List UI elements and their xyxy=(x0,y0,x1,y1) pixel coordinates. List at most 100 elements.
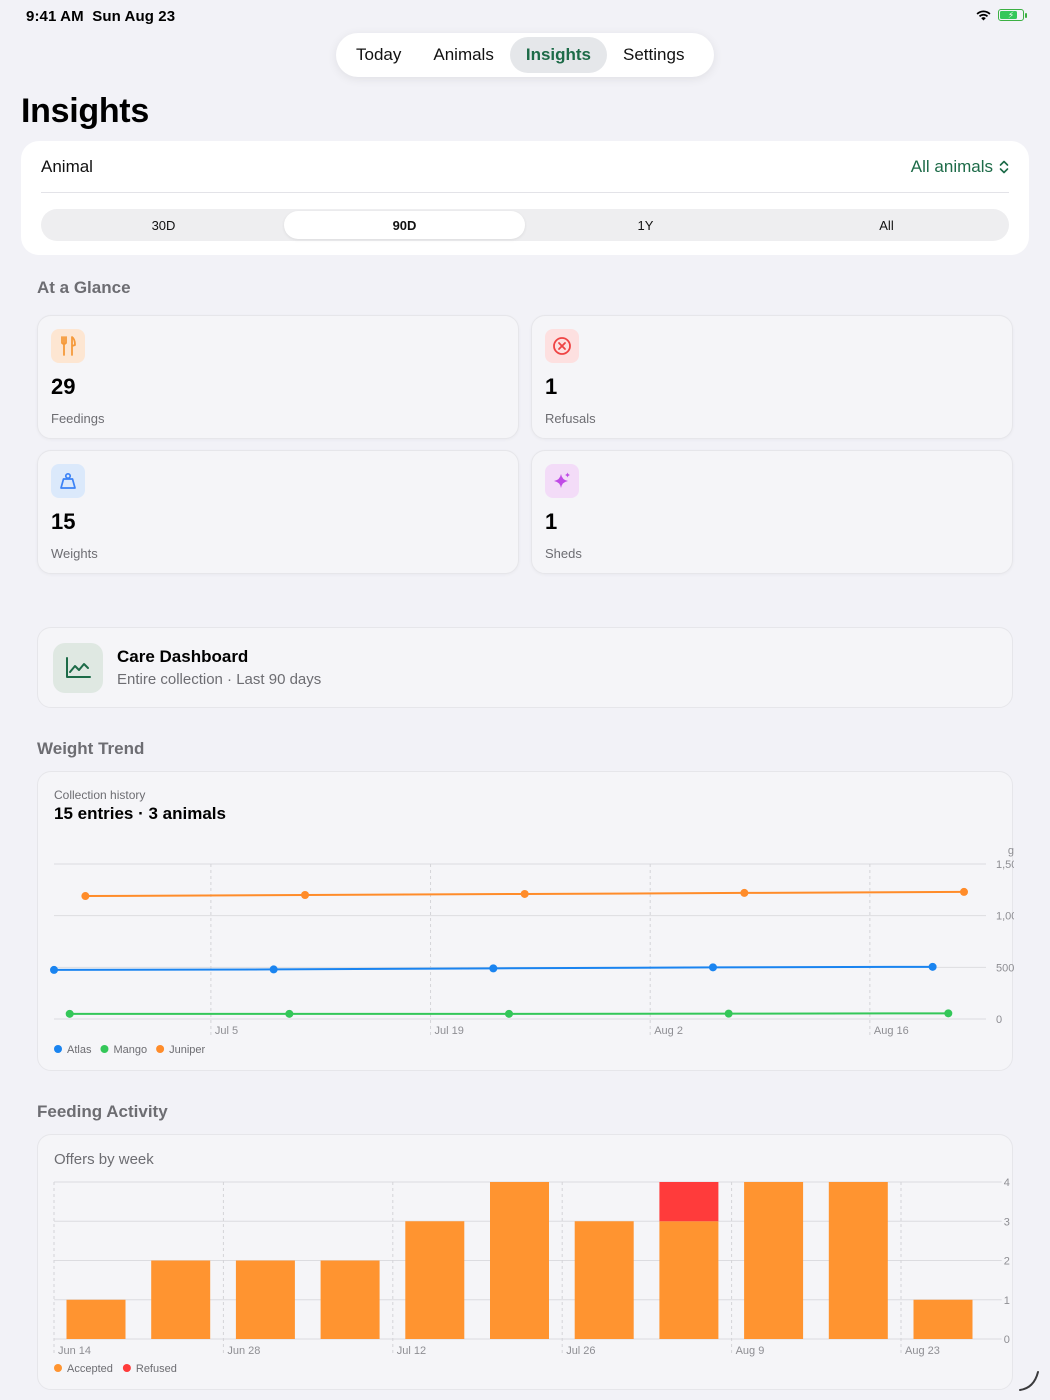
weight-point-mango xyxy=(65,1009,74,1018)
feeding-bar-accepted xyxy=(235,1260,295,1339)
feeding-y-tick: 3 xyxy=(1004,1216,1010,1228)
glance-section-title: At a Glance xyxy=(37,278,131,297)
legend-label-mango: Mango xyxy=(113,1044,147,1056)
stat-value-feedings: 29 xyxy=(51,374,76,399)
animal-filter-row: Animal All animals xyxy=(41,141,1009,193)
legend-label-atlas: Atlas xyxy=(67,1044,92,1056)
line-chart-icon xyxy=(53,643,103,693)
weight-point-mango xyxy=(724,1009,733,1018)
weight-point-atlas xyxy=(489,964,498,973)
feeding-activity-card: Offers by week 0 1 2 3 4 Jun 14 Jun 28 Jul 12 Ju… xyxy=(37,1134,1013,1390)
weight-trend-headline: 15 entries · 3 animals xyxy=(54,804,226,823)
feeding-y-tick: 0 xyxy=(1004,1334,1010,1346)
weight-point-atlas xyxy=(928,962,937,971)
feeding-y-tick: 4 xyxy=(1004,1177,1010,1189)
feeding-x-tick: Jul 26 xyxy=(566,1345,595,1357)
feeding-bar-accepted xyxy=(151,1260,211,1339)
weight-trend-kicker: Collection history xyxy=(54,788,146,802)
animal-filter-label: Animal xyxy=(41,156,93,176)
weight-point-atlas xyxy=(269,965,278,974)
legend-swatch-mango xyxy=(100,1045,109,1053)
status-date: Sun Aug 23 xyxy=(92,8,176,25)
weight-point-atlas xyxy=(708,963,717,972)
range-30d[interactable]: 30D xyxy=(151,217,176,233)
stat-card-weights: 15 Weights xyxy=(37,450,519,574)
tab-today[interactable]: Today xyxy=(356,45,402,64)
top-tab-bar: Today Animals Insights Settings xyxy=(336,33,714,77)
feeding-y-tick: 1 xyxy=(1004,1295,1010,1307)
feeding-bar-accepted xyxy=(66,1299,126,1339)
feeding-x-tick: Jun 28 xyxy=(227,1345,260,1357)
range-all[interactable]: All xyxy=(879,217,894,233)
status-clock: 9:41 AM xyxy=(26,8,84,25)
feeding-activity-subtitle: Offers by week xyxy=(54,1151,154,1168)
weight-point-mango xyxy=(505,1009,513,1018)
stat-value-weights: 15 xyxy=(51,509,76,534)
resize-handle-icon[interactable] xyxy=(1016,1368,1042,1394)
stat-card-feedings: 29 Feedings xyxy=(37,315,519,439)
stat-label-weights: Weights xyxy=(51,546,98,561)
weight-trend-chart: 0 500 1,000 1,500 g Jul 5 Jul 19 Aug 2 Aug 16 Atl… xyxy=(50,845,1014,1056)
feeding-x-tick: Aug 9 xyxy=(736,1345,765,1357)
tab-animals[interactable]: Animals xyxy=(433,45,494,64)
weight-point-juniper xyxy=(81,892,90,901)
chevron-up-down-icon xyxy=(999,160,1009,173)
status-time: 9:41 AM Sun Aug 23 xyxy=(26,8,175,25)
weight-point-juniper xyxy=(960,887,968,896)
weight-x-tick: Aug 2 xyxy=(654,1025,683,1037)
stat-card-sheds: 1 Sheds xyxy=(531,450,1013,574)
status-icons: ⚡ xyxy=(975,9,1027,21)
legend-label-juniper: Juniper xyxy=(169,1044,205,1056)
weight-y-tick: 1,000 xyxy=(996,911,1014,923)
weight-unit-label: g xyxy=(1008,845,1014,857)
tab-insights[interactable]: Insights xyxy=(509,37,608,73)
wifi-icon xyxy=(976,10,991,21)
tab-settings[interactable]: Settings xyxy=(623,45,685,64)
weight-y-tick: 500 xyxy=(996,962,1014,974)
weight-point-juniper xyxy=(740,888,749,897)
weight-y-tick: 1,500 xyxy=(996,859,1014,871)
weight-trend-section-title: Weight Trend xyxy=(37,739,145,758)
legend-swatch-atlas xyxy=(54,1045,62,1053)
legend-label-accepted: Accepted xyxy=(67,1363,113,1375)
stat-label-refusals: Refusals xyxy=(545,411,596,426)
stat-card-refusals: 1 Refusals xyxy=(531,315,1013,439)
feeding-bar-accepted xyxy=(574,1221,634,1339)
feeding-bar-refused xyxy=(659,1182,719,1222)
feeding-x-tick: Aug 23 xyxy=(905,1345,940,1357)
weight-trend-card: Collection history 15 entries · 3 animal… xyxy=(37,771,1014,1071)
legend-label-refused: Refused xyxy=(136,1363,177,1375)
feeding-bar-accepted xyxy=(320,1260,380,1339)
stat-label-sheds: Sheds xyxy=(545,546,582,561)
weight-x-tick: Jul 19 xyxy=(435,1025,464,1037)
filter-card: Animal All animals 30D 90D 1Y All xyxy=(21,141,1029,255)
animal-picker-value: All animals xyxy=(910,156,993,176)
range-1y[interactable]: 1Y xyxy=(637,217,654,233)
feeding-x-tick: Jun 14 xyxy=(58,1345,91,1357)
animal-picker[interactable]: All animals xyxy=(911,157,1009,177)
legend-swatch-accepted xyxy=(54,1364,62,1372)
weight-point-atlas xyxy=(50,965,58,974)
feeding-bar-accepted xyxy=(744,1182,804,1339)
page-title: Insights xyxy=(21,92,149,130)
fork-knife-icon xyxy=(51,329,85,363)
feeding-bar-accepted xyxy=(828,1182,888,1339)
range-90d[interactable]: 90D xyxy=(284,211,525,239)
weight-point-mango xyxy=(285,1009,294,1018)
weight-point-mango xyxy=(944,1009,953,1018)
feeding-activity-chart: 0 1 2 3 4 Jun 14 Jun 28 Jul 12 Jul 26 Aug 9 Aug 23… xyxy=(53,1177,1010,1375)
scale-icon xyxy=(51,464,85,498)
feeding-bar-accepted xyxy=(913,1299,973,1339)
feeding-x-tick: Jul 12 xyxy=(397,1345,426,1357)
weight-point-juniper xyxy=(301,891,310,899)
feeding-section-title: Feeding Activity xyxy=(37,1102,168,1121)
sparkles-icon xyxy=(545,464,579,498)
weight-x-tick: Aug 16 xyxy=(874,1025,909,1037)
stat-value-sheds: 1 xyxy=(545,509,558,534)
battery-icon: ⚡ xyxy=(998,9,1027,21)
feeding-bar-accepted xyxy=(490,1182,549,1339)
care-dashboard-card[interactable]: Care Dashboard Entire collection · Last … xyxy=(37,627,1013,708)
feeding-bar-accepted xyxy=(659,1221,719,1339)
range-segmented-control: 30D 90D 1Y All xyxy=(41,209,1009,241)
stat-value-refusals: 1 xyxy=(545,374,558,399)
